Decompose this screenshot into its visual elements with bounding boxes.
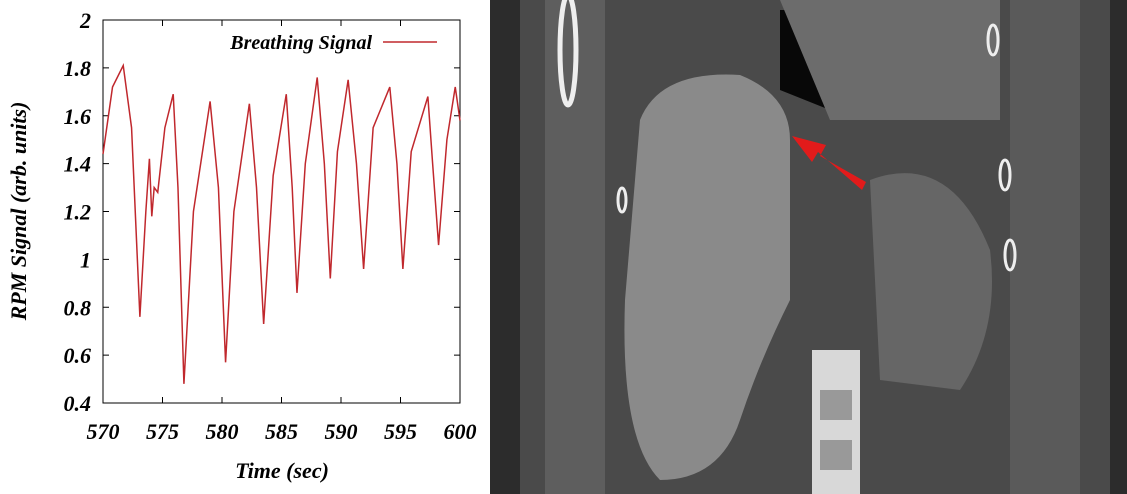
x-tick-label: 585 bbox=[265, 419, 298, 444]
y-tick-label: 1.2 bbox=[64, 200, 92, 225]
arrow bbox=[792, 136, 866, 190]
y-axis-title: RPM Signal (arb. units) bbox=[6, 102, 31, 322]
line-series bbox=[102, 62, 461, 384]
y-tick-label: 1.8 bbox=[64, 56, 92, 81]
legend-label: Breathing Signal bbox=[229, 32, 372, 54]
chart-panel: Time (sec) RPM Signal (arb. units) bbox=[6, 102, 329, 483]
ct-image bbox=[490, 0, 1127, 494]
y-tick-label: 0.4 bbox=[64, 391, 92, 416]
y-tick-label: 1.4 bbox=[64, 152, 92, 177]
ct-rib bbox=[1003, 238, 1017, 272]
ct-vertebra bbox=[820, 440, 852, 470]
ct-spine bbox=[812, 350, 860, 494]
ct-liver bbox=[624, 74, 790, 480]
ct-kidney bbox=[870, 173, 992, 390]
ct-vertebra bbox=[820, 390, 852, 420]
y-tick-label: 2 bbox=[79, 8, 91, 33]
y-tick-label: 0.6 bbox=[64, 343, 92, 368]
x-tick-label: 570 bbox=[87, 419, 120, 444]
y-tick-label: 1 bbox=[80, 247, 91, 272]
ct-rib bbox=[616, 186, 628, 214]
x-axis-title: Time (sec) bbox=[235, 458, 329, 483]
x-tick-label: 580 bbox=[206, 419, 239, 444]
ct-heart bbox=[780, 0, 1000, 120]
ct-rib bbox=[557, 0, 579, 108]
x-tick-label: 600 bbox=[444, 419, 477, 444]
ct-lung-dark bbox=[640, 10, 830, 110]
y-tick-label: 0.8 bbox=[64, 295, 92, 320]
x-tick-label: 595 bbox=[384, 419, 417, 444]
ct-wall-right bbox=[1010, 0, 1080, 494]
y-tick-label: 1.6 bbox=[64, 104, 92, 129]
ct-rib bbox=[998, 158, 1012, 192]
x-tick-label: 590 bbox=[325, 419, 358, 444]
ct-rib bbox=[986, 23, 1000, 57]
x-tick-label: 575 bbox=[146, 419, 179, 444]
